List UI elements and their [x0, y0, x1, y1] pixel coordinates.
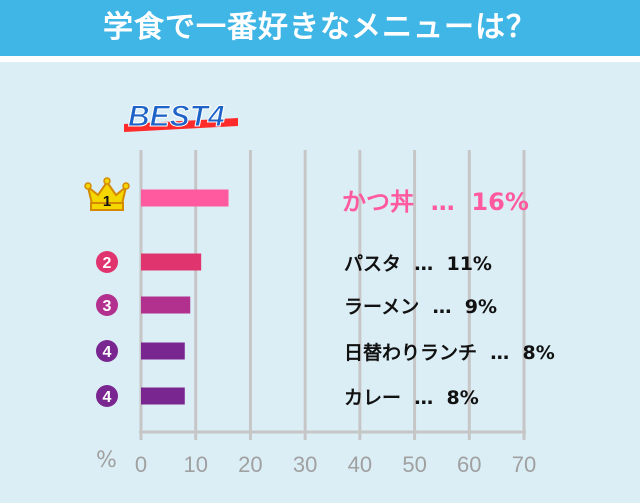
menu-name: かつ丼 — [342, 188, 414, 216]
menu-label: かつ丼 … 16% — [342, 182, 529, 217]
x-tick-label: 70 — [512, 452, 536, 477]
x-tick-label: 20 — [238, 452, 262, 477]
x-tick-label: 0 — [135, 452, 147, 477]
rank-number: 1 — [103, 193, 111, 210]
separator: … — [419, 296, 465, 318]
rank-number: 4 — [103, 344, 112, 361]
rank-circle — [96, 340, 118, 362]
separator: … — [414, 188, 472, 216]
rank-circle — [96, 294, 118, 316]
menu-label: カレー … 8% — [344, 383, 479, 410]
rank-number: 4 — [103, 389, 112, 406]
rank-number: 2 — [103, 255, 112, 272]
percent-axis-label: % — [96, 448, 117, 473]
best4-badge: BEST4 — [124, 100, 238, 134]
menu-percent: 8% — [522, 342, 555, 364]
separator: … — [401, 387, 447, 409]
bar-2 — [141, 253, 202, 271]
x-tick-label: 60 — [457, 452, 481, 477]
bar-5 — [141, 387, 185, 405]
menu-name: パスタ — [344, 253, 402, 275]
crown-icon — [84, 177, 130, 211]
menu-label: ラーメン … 9% — [344, 292, 497, 319]
menu-percent: 8% — [446, 387, 479, 409]
chart-panel — [0, 62, 640, 503]
menu-name: ラーメン — [344, 296, 420, 318]
bar-3 — [141, 296, 191, 314]
bar-1 — [141, 189, 229, 207]
rank-circle — [96, 251, 118, 273]
menu-percent: 9% — [464, 296, 497, 318]
menu-name: 日替わりランチ — [344, 342, 478, 364]
bar-4 — [141, 342, 185, 360]
x-tick-label: 50 — [402, 452, 426, 477]
x-tick-label: 30 — [293, 452, 317, 477]
rank-circle — [96, 385, 118, 407]
menu-label: パスタ … 11% — [344, 249, 492, 276]
header-bar — [0, 0, 640, 56]
best4-text: BEST4 — [128, 100, 225, 133]
page-title: 学食で一番好きなメニューは？ — [103, 10, 537, 45]
separator: … — [477, 342, 523, 364]
menu-label: 日替わりランチ … 8% — [344, 338, 555, 365]
menu-name: カレー — [344, 387, 402, 409]
separator: … — [401, 253, 447, 275]
x-tick-label: 40 — [348, 452, 372, 477]
rank-number: 3 — [103, 298, 112, 315]
menu-percent: 11% — [446, 253, 492, 275]
menu-percent: 16% — [471, 188, 529, 216]
x-tick-label: 10 — [183, 452, 207, 477]
